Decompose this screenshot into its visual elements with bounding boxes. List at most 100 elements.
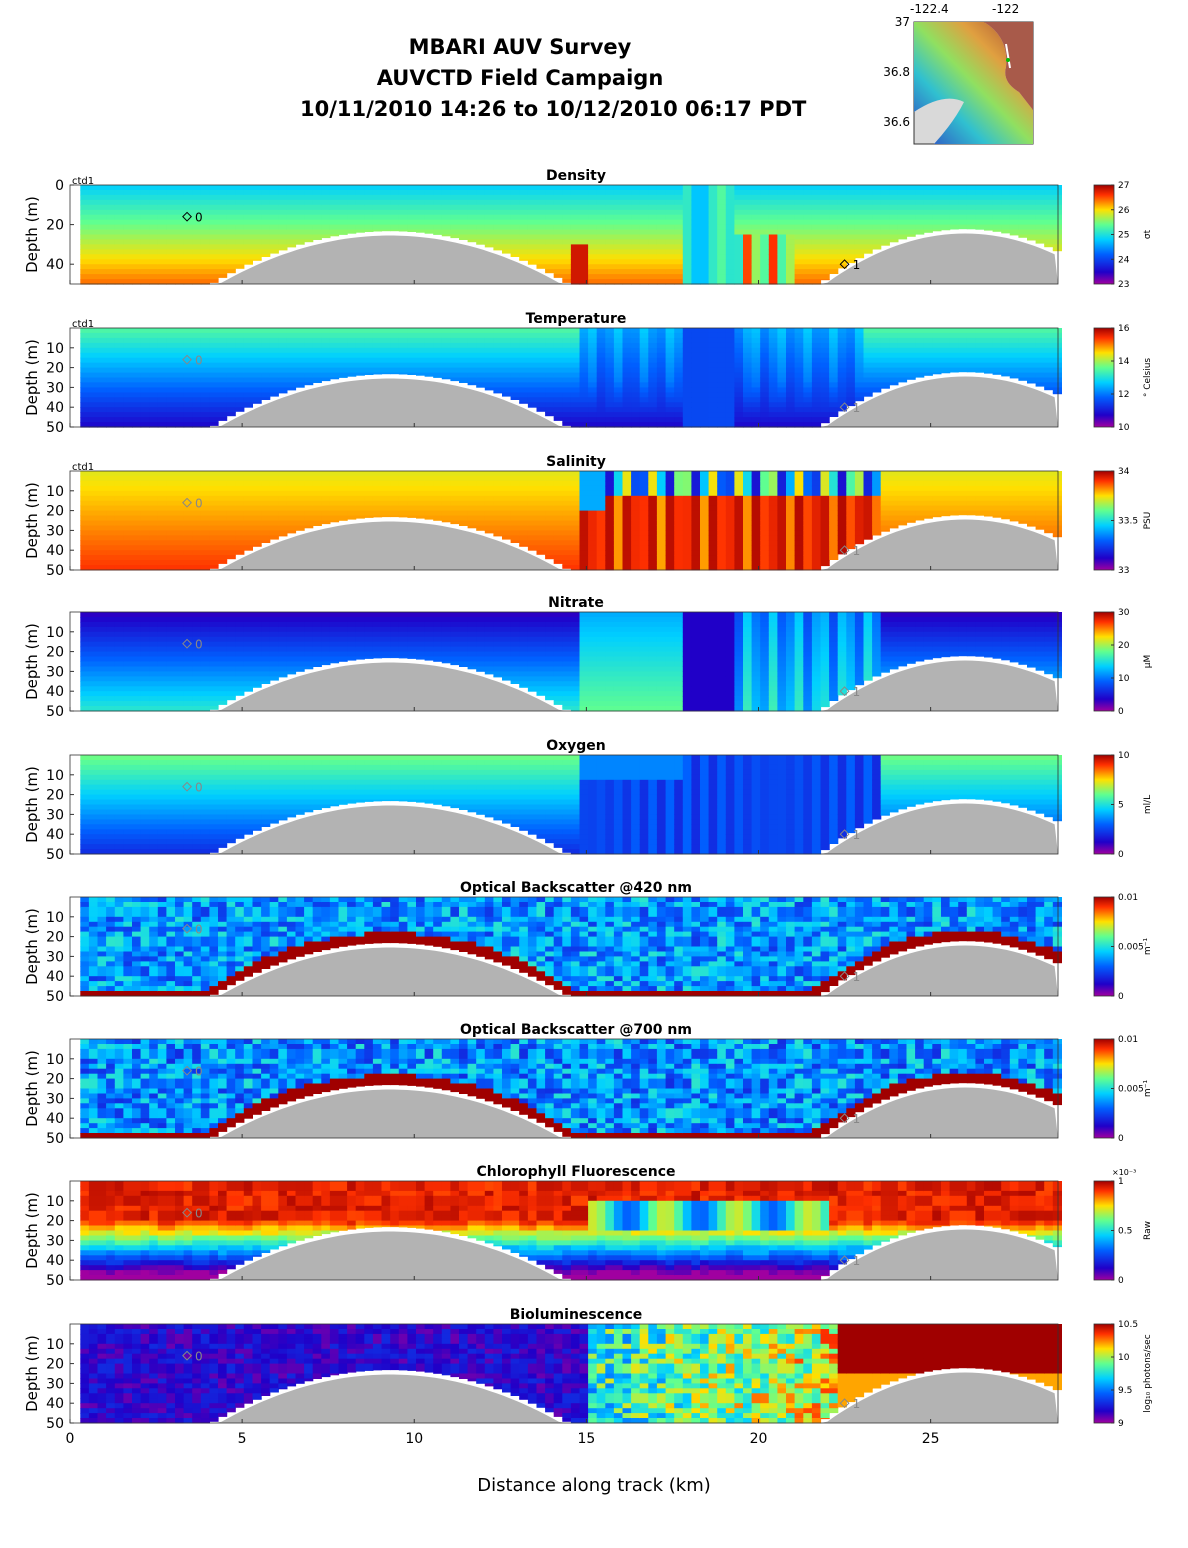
data-cell [80,510,90,517]
data-cell [527,505,538,512]
data-cell [321,520,331,525]
data-cell [355,185,365,191]
data-cell [786,234,796,240]
data-cell [192,510,202,517]
data-cell [691,510,701,517]
data-cell [304,357,314,364]
data-cell [106,480,116,487]
data-cell [527,495,538,502]
data-cell [372,471,383,477]
data-cell [226,392,236,398]
data-cell [97,510,107,517]
data-cell [536,234,546,240]
data-cell [398,367,408,374]
data-cell [665,367,675,374]
data-cell [820,249,830,255]
data-cell [639,382,649,388]
data-cell [80,525,90,531]
data-cell [157,397,167,403]
data-cell [114,249,124,255]
data-cell [708,530,718,536]
data-cell [261,382,271,388]
data-cell [459,490,469,497]
data-cell [218,387,228,393]
data-cell [278,372,288,379]
data-cell [295,480,305,487]
data-cell [123,550,133,556]
data-cell [682,332,692,339]
data-cell [329,500,340,507]
data-cell [665,515,675,521]
data-cell [1035,342,1045,349]
data-cell [192,189,202,196]
data-cell [467,495,477,502]
data-cell [372,229,383,232]
data-cell [355,475,365,482]
data-cell [820,244,830,250]
data-cell [132,239,142,245]
data-cell [476,189,486,196]
data-cell [390,362,400,369]
data-cell [777,239,787,245]
data-cell [837,199,847,206]
data-cell [1044,239,1054,245]
data-cell [243,352,253,359]
data-cell [510,480,520,487]
data-cell [648,249,658,255]
data-cell [1052,224,1062,231]
data-cell [175,412,185,418]
data-cell [97,214,107,221]
data-cell [596,377,606,383]
data-cell [347,342,357,349]
data-cell [725,397,735,403]
data-cell [588,337,598,344]
data-cell [811,219,822,226]
data-cell [665,422,675,428]
data-cell [760,495,770,502]
data-cell [631,540,641,546]
data-cell [880,189,890,196]
data-cell [923,199,933,206]
data-cell [218,189,228,196]
data-cell [777,279,787,285]
data-cell [665,545,675,551]
data-cell [545,185,555,191]
data-cell [915,357,925,364]
data-cell [656,254,667,260]
data-cell [519,372,529,379]
data-cell [648,417,658,423]
data-cell [854,244,865,250]
data-cell [459,485,469,492]
data-cell [992,352,1002,359]
data-cell [218,485,228,492]
data-cell [596,219,606,226]
data-cell [932,337,942,344]
data-cell [682,550,692,556]
title-line-2: AUVCTD Field Campaign [376,66,664,90]
data-cell [717,407,727,413]
data-cell [708,525,718,531]
data-cell [200,337,210,344]
data-cell [364,480,374,487]
data-cell [467,209,477,216]
data-cell [510,239,520,245]
data-cell [613,480,624,487]
data-cell [734,412,744,418]
data-cell [708,279,718,285]
data-cell [786,254,796,260]
data-cell [149,249,159,255]
data-cell [372,194,383,201]
data-cell [347,337,357,344]
data-cell [545,337,555,344]
data-cell [846,382,856,388]
data-cell [183,254,193,260]
data-cell [218,520,228,526]
data-cell [570,550,581,556]
data-cell [958,367,968,373]
data-cell [157,185,167,191]
data-cell [966,352,976,359]
data-cell [192,471,202,477]
data-cell [1018,377,1028,381]
data-cell [811,382,822,388]
data-cell [656,407,667,413]
